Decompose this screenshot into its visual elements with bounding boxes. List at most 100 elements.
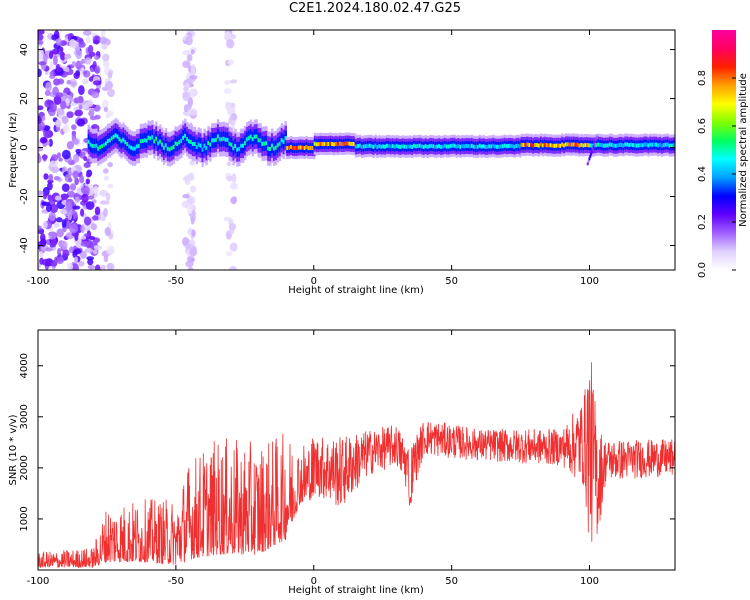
ridge-core <box>595 143 598 148</box>
noise-blob <box>66 190 75 198</box>
ridge-core <box>311 146 314 151</box>
ridge-core <box>265 141 268 146</box>
ridge-core <box>411 144 414 149</box>
snr-y-tick-label: 3000 <box>19 404 30 429</box>
ridge-core <box>87 139 90 144</box>
ridge-core <box>151 135 154 140</box>
ridge-core <box>240 143 243 148</box>
ridge-core <box>631 143 635 148</box>
noise-blob <box>81 193 89 203</box>
noise-blob <box>226 175 234 182</box>
ridge-core <box>135 144 139 149</box>
noise-blob <box>73 153 80 163</box>
colorbar-tick-label: 0.2 <box>697 214 708 230</box>
ridge-core <box>261 141 264 146</box>
ridge-core <box>601 143 604 148</box>
ridge-core <box>197 142 200 147</box>
ridge-spike <box>593 142 596 146</box>
ridge-core <box>666 142 670 147</box>
ridge-core <box>263 141 266 146</box>
noise-blob <box>94 206 101 216</box>
noise-blob <box>57 78 65 85</box>
ridge-core <box>386 143 389 148</box>
spectrogram-y-axis-label: Frequency (Hz) <box>8 112 19 188</box>
ridge-core <box>616 143 619 148</box>
noise-blob <box>189 246 198 257</box>
ridge-core <box>355 144 358 149</box>
ridge-core <box>401 144 404 149</box>
ridge-core <box>207 140 210 145</box>
noise-blob <box>38 105 44 111</box>
noise-blob <box>69 183 77 191</box>
noise-blob <box>229 265 237 270</box>
snr-x-tick-label: 100 <box>580 576 599 587</box>
noise-blob <box>78 261 85 267</box>
noise-blob <box>67 210 73 221</box>
noise-blob <box>92 215 99 221</box>
ridge-core <box>649 142 652 147</box>
ridge-core <box>236 147 239 152</box>
ridge-spike <box>587 159 590 163</box>
ridge-core <box>630 142 633 147</box>
noise-blob <box>226 250 233 257</box>
noise-blob <box>76 118 86 127</box>
noise-blob <box>55 217 63 223</box>
ridge-core <box>469 144 472 149</box>
ridge-core <box>293 146 297 151</box>
noise-blob <box>223 216 231 222</box>
noise-blob <box>231 173 237 184</box>
snr-series-line <box>38 362 675 569</box>
ridge-core <box>112 134 116 139</box>
noise-blob <box>38 225 42 231</box>
ridge-core <box>215 137 218 142</box>
noise-blob <box>45 81 52 92</box>
noise-blob <box>78 104 83 110</box>
noise-blob <box>48 231 57 240</box>
ridge-core <box>357 143 360 148</box>
ridge-core <box>606 143 610 148</box>
ridge-core <box>114 133 117 138</box>
ridge-core <box>659 142 662 147</box>
ridge-core <box>660 143 664 148</box>
ridge-core <box>476 144 480 149</box>
spectrogram-y-tick-label: -40 <box>19 237 30 253</box>
ridge-core <box>586 143 589 148</box>
spectrogram-x-tick-label: -50 <box>168 276 184 287</box>
ridge-core <box>143 138 146 143</box>
ridge-core <box>496 144 499 149</box>
noise-blob <box>182 50 191 56</box>
noise-blob <box>49 61 54 71</box>
ridge-core <box>380 144 383 149</box>
noise-blob <box>69 224 79 234</box>
ridge-core <box>288 145 291 150</box>
noise-blob <box>69 246 75 254</box>
noise-blob <box>229 242 238 252</box>
noise-blob <box>49 160 59 168</box>
ridge-core <box>334 141 338 146</box>
noise-blob <box>61 209 68 215</box>
ridge-core <box>384 144 387 149</box>
ridge-core <box>407 144 410 149</box>
noise-blob <box>67 262 74 270</box>
noise-blob <box>185 260 194 268</box>
noise-blob <box>184 104 192 111</box>
ridge-core <box>162 145 166 150</box>
ridge-core <box>637 143 641 148</box>
ridge-core <box>580 142 583 147</box>
colorbar-ticks: 0.0 0.2 0.4 0.6 0.8 <box>697 70 736 278</box>
ridge-core <box>515 143 518 148</box>
ridge-spike <box>589 154 592 158</box>
noise-blob <box>74 177 79 186</box>
noise-blob <box>71 138 80 145</box>
ridge-core <box>451 143 454 148</box>
noise-blob <box>80 235 87 240</box>
ridge-core <box>120 139 123 144</box>
noise-blob <box>61 149 71 160</box>
noise-blob <box>190 63 196 74</box>
ridge-spike <box>595 135 598 139</box>
noise-blob <box>78 41 86 48</box>
ridge-core <box>232 146 235 151</box>
ridge-core <box>507 143 510 148</box>
noise-blob <box>42 192 48 200</box>
noise-blob <box>38 154 42 164</box>
